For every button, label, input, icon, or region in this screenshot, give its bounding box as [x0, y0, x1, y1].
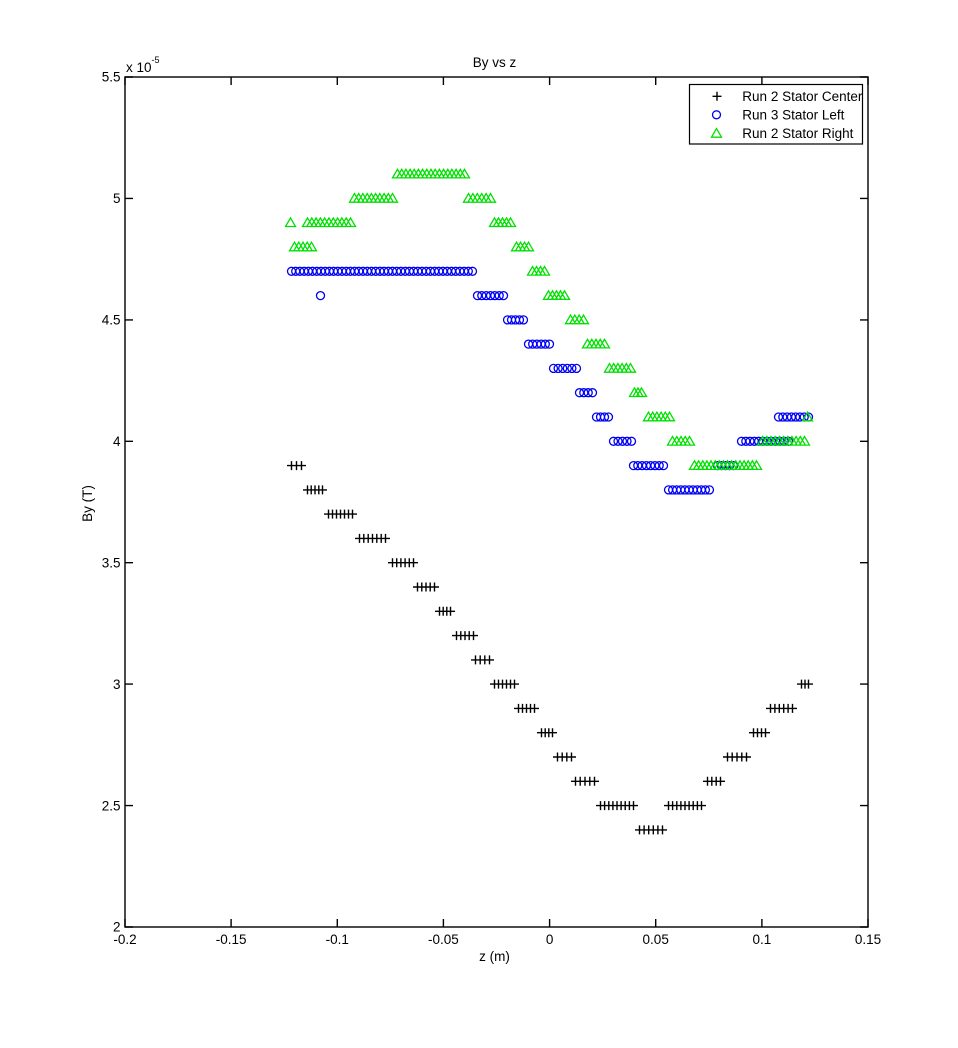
svg-text:By (T): By (T)	[80, 485, 95, 522]
svg-text:0.1: 0.1	[753, 932, 772, 947]
svg-text:-0.05: -0.05	[428, 932, 459, 947]
svg-text:5.5: 5.5	[102, 70, 121, 85]
svg-text:z (m): z (m)	[479, 949, 510, 964]
svg-text:2.5: 2.5	[102, 798, 121, 813]
svg-text:4.5: 4.5	[102, 313, 121, 328]
svg-text:0: 0	[546, 932, 554, 947]
svg-text:x 10-5: x 10-5	[126, 55, 160, 75]
svg-text:2: 2	[113, 920, 121, 935]
svg-text:0.15: 0.15	[855, 932, 881, 947]
svg-text:3: 3	[113, 677, 121, 692]
svg-text:-0.2: -0.2	[113, 932, 136, 947]
svg-text:0.05: 0.05	[643, 932, 669, 947]
svg-text:Run 3 Stator Left: Run 3 Stator Left	[742, 107, 844, 122]
svg-text:4: 4	[113, 434, 121, 449]
svg-text:5: 5	[113, 191, 121, 206]
svg-text:Run 2 Stator Center: Run 2 Stator Center	[742, 89, 863, 104]
svg-text:-0.1: -0.1	[326, 932, 349, 947]
svg-text:3.5: 3.5	[102, 555, 121, 570]
svg-text:By vs z: By vs z	[473, 55, 517, 70]
svg-text:-0.15: -0.15	[216, 932, 247, 947]
svg-text:Run 2 Stator Right: Run 2 Stator Right	[742, 126, 853, 141]
